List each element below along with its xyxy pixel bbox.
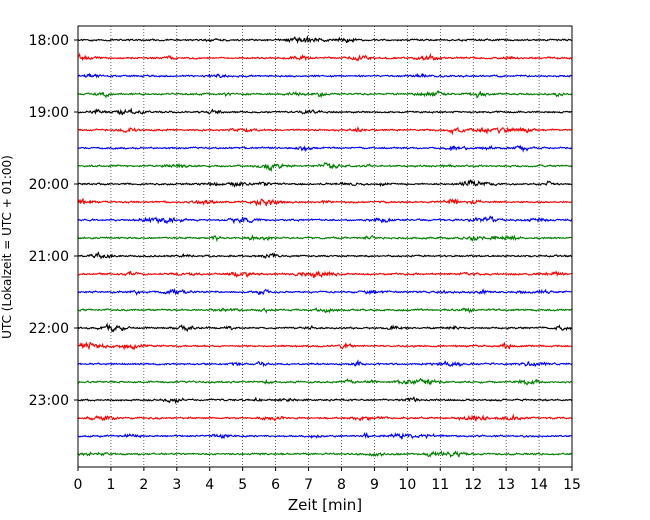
y-tick-label-1: 19:00 (29, 105, 69, 121)
x-tick-label-13: 13 (497, 477, 515, 493)
trace-16 (77, 322, 573, 333)
trace-1 (77, 52, 573, 62)
x-tick-label-7: 7 (304, 477, 313, 493)
x-tick-label-3: 3 (172, 477, 181, 493)
y-tick-label-4: 22:00 (29, 321, 69, 337)
trace-21 (77, 413, 573, 422)
y-tick-label-2: 20:00 (29, 177, 69, 193)
trace-20 (77, 396, 573, 405)
x-tick-label-2: 2 (139, 477, 148, 493)
plot-area (78, 26, 572, 467)
y-axis-label: UTC (Lokalzeit = UTC + 01:00) (0, 155, 14, 339)
x-tick-label-11: 11 (431, 477, 449, 493)
x-tick-label-10: 10 (398, 477, 416, 493)
x-tick-label-6: 6 (271, 477, 280, 493)
trace-7 (77, 162, 573, 173)
trace-22 (77, 431, 573, 440)
trace-2 (77, 72, 573, 79)
trace-14 (77, 287, 573, 296)
x-tick-label-8: 8 (337, 477, 346, 493)
trace-3 (77, 90, 573, 99)
trace-6 (77, 144, 573, 153)
trace-4 (77, 107, 573, 116)
trace-0 (77, 35, 573, 45)
y-tick-label-3: 21:00 (29, 249, 69, 265)
trace-9 (77, 197, 572, 207)
trace-12 (77, 251, 573, 260)
trace-18 (77, 359, 573, 368)
trace-8 (77, 179, 573, 188)
seismic-traces (77, 35, 573, 459)
trace-17 (77, 341, 573, 351)
x-axis-label: Zeit [min] (288, 496, 362, 514)
plot-frame (77, 25, 573, 468)
y-tick-label-5: 23:00 (29, 393, 69, 409)
x-axis-ticks: 0 1 2 3 4 5 6 7 8 9 10 11 12 13 14 15 (74, 467, 581, 493)
trace-13 (77, 270, 573, 279)
x-tick-label-14: 14 (530, 477, 548, 493)
trace-23 (77, 449, 573, 459)
trace-15 (77, 307, 573, 314)
y-tick-label-0: 18:00 (29, 33, 69, 49)
x-tick-label-5: 5 (238, 477, 247, 493)
x-tick-label-9: 9 (370, 477, 379, 493)
trace-5 (77, 126, 573, 136)
x-tick-label-1: 1 (106, 477, 115, 493)
x-tick-label-15: 15 (563, 477, 581, 493)
trace-11 (77, 234, 573, 243)
x-tick-label-0: 0 (74, 477, 83, 493)
trace-10 (77, 215, 573, 225)
x-tick-label-4: 4 (205, 477, 214, 493)
y-axis-ticks: 18:00 19:00 20:00 21:00 22:00 23:00 (29, 33, 78, 409)
trace-19 (77, 377, 572, 386)
x-tick-label-12: 12 (464, 477, 482, 493)
